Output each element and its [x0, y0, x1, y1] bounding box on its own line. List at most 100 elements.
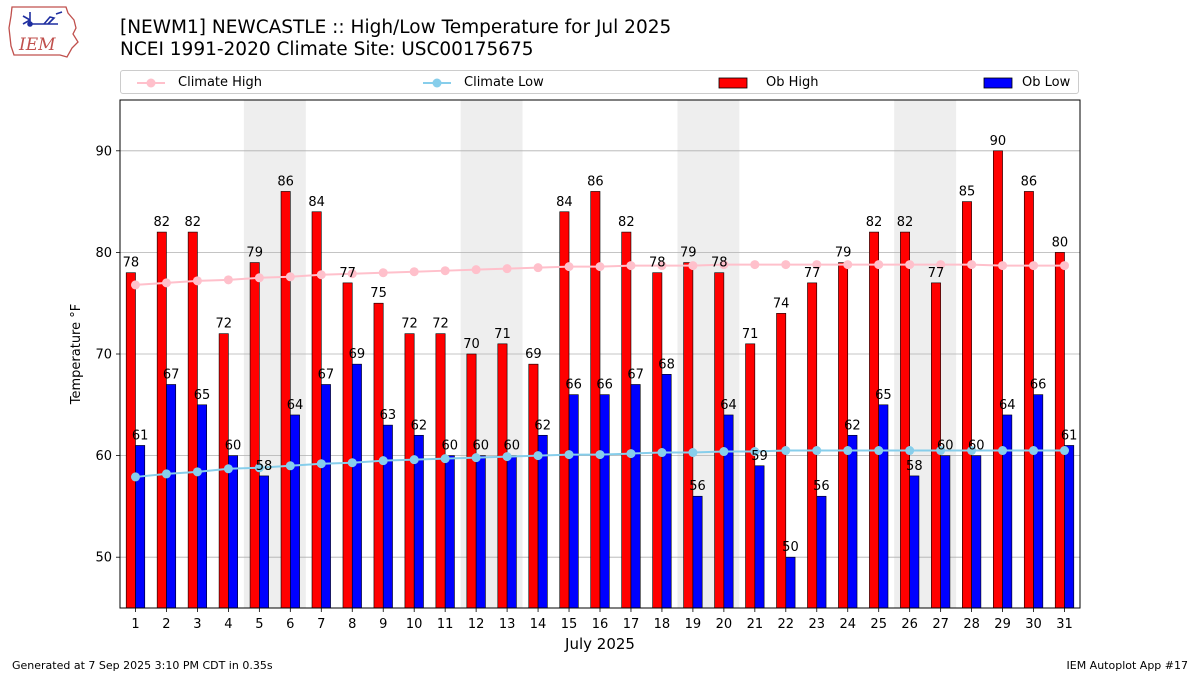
climate-high-point	[471, 265, 481, 275]
x-axis-label: July 2025	[564, 635, 635, 653]
ob-high-label: 78	[711, 256, 728, 271]
climate-high-point	[626, 261, 636, 271]
climate-high-point	[1029, 261, 1039, 271]
climate-high-point	[843, 260, 853, 270]
climate-high-point	[564, 262, 574, 272]
ob-low-bar	[847, 434, 858, 609]
y-tick-label: 50	[95, 551, 112, 566]
x-tick-label: 26	[901, 617, 918, 632]
x-tick-label: 12	[468, 617, 485, 632]
ob-low-bar	[816, 495, 827, 609]
climate-high-point	[781, 260, 791, 270]
ob-low-bar	[940, 455, 951, 609]
ob-low-label: 64	[999, 398, 1016, 413]
ob-low-bar	[971, 455, 982, 609]
ob-high-label: 78	[123, 256, 140, 271]
x-tick-label: 30	[1025, 617, 1042, 632]
ob-high-label: 79	[246, 246, 263, 261]
ob-high-label: 77	[804, 266, 821, 281]
climate-low-point	[161, 469, 171, 479]
ob-low-label: 60	[937, 439, 954, 454]
ob-high-bar	[156, 231, 167, 609]
x-tick-label: 22	[778, 617, 795, 632]
climate-low-point	[192, 467, 202, 477]
x-tick-label: 31	[1056, 617, 1073, 632]
climate-high-point	[657, 261, 667, 271]
ob-high-label: 77	[928, 266, 945, 281]
ob-high-label: 78	[649, 256, 666, 271]
climate-low-point	[719, 447, 729, 457]
climate-low-point	[409, 455, 419, 465]
climate-low-point	[130, 472, 140, 482]
x-tick-label: 5	[255, 617, 263, 632]
legend-climate-high-label: Climate High	[178, 75, 263, 90]
ob-low-label: 64	[287, 398, 304, 413]
ob-low-label: 60	[225, 439, 242, 454]
iem-logo: IEM	[8, 6, 79, 58]
ob-high-bar	[404, 333, 415, 609]
ob-low-bar	[878, 404, 889, 609]
ob-low-label: 58	[906, 459, 923, 474]
climate-low-point	[533, 451, 543, 461]
ob-high-label: 75	[370, 286, 387, 301]
ob-high-label: 90	[990, 134, 1007, 149]
ob-high-label: 86	[587, 174, 604, 189]
ob-high-label: 86	[1021, 174, 1038, 189]
legend-ob-low-label: Ob Low	[1022, 75, 1071, 90]
ob-low-label: 62	[534, 418, 551, 433]
ob-high-label: 82	[897, 215, 914, 230]
ob-high-bar	[776, 313, 787, 609]
climate-high-point	[440, 266, 450, 276]
climate-high-point	[223, 275, 233, 285]
x-tick-label: 27	[932, 617, 949, 632]
ob-low-label: 65	[194, 388, 211, 403]
ob-high-bar	[714, 272, 725, 609]
ob-high-label: 82	[185, 215, 202, 230]
chart-title: [NEWM1] NEWCASTLE :: High/Low Temperatur…	[120, 17, 672, 38]
climate-low-point	[316, 459, 326, 469]
climate-low-point	[347, 458, 357, 468]
ob-low-label: 65	[875, 388, 892, 403]
ob-low-label: 56	[813, 479, 830, 494]
x-tick-label: 21	[747, 617, 764, 632]
ob-high-bar	[187, 231, 198, 609]
ob-high-label: 79	[835, 246, 852, 261]
climate-high-point	[874, 260, 884, 270]
climate-low-point	[812, 446, 822, 456]
ob-low-bar	[537, 434, 548, 609]
climate-high-point	[161, 278, 171, 288]
legend-ob-high-label: Ob High	[766, 75, 819, 90]
climate-low-point	[223, 464, 233, 474]
climate-high-point	[192, 276, 202, 286]
ob-low-bar	[135, 445, 146, 609]
ob-low-label: 60	[503, 439, 520, 454]
x-tick-label: 24	[839, 617, 856, 632]
ob-low-bar	[692, 495, 703, 609]
ob-low-bar	[320, 384, 331, 609]
ob-low-bar	[259, 475, 269, 609]
y-tick-label: 80	[95, 246, 112, 261]
x-tick-label: 29	[994, 617, 1011, 632]
y-tick-label: 60	[95, 449, 112, 464]
ob-low-bar	[785, 556, 796, 609]
legend-climate-low-label: Climate Low	[464, 75, 544, 90]
ob-high-bar	[373, 302, 384, 609]
ob-high-label: 69	[525, 347, 542, 362]
ob-low-label: 69	[349, 347, 366, 362]
climate-low-point	[254, 463, 264, 473]
ob-low-label: 60	[968, 439, 985, 454]
x-tick-label: 18	[654, 617, 671, 632]
climate-high-point	[502, 264, 512, 274]
x-tick-label: 9	[379, 617, 387, 632]
climate-high-point	[998, 261, 1008, 271]
ob-high-label: 82	[618, 215, 635, 230]
climate-high-point	[1060, 261, 1070, 271]
ob-low-bar	[290, 414, 300, 609]
climate-high-point	[130, 280, 140, 290]
x-tick-label: 10	[406, 617, 423, 632]
x-tick-label: 7	[317, 617, 325, 632]
ob-low-label: 67	[163, 367, 180, 382]
ob-high-bar	[497, 343, 508, 609]
ob-high-label: 85	[959, 185, 976, 200]
